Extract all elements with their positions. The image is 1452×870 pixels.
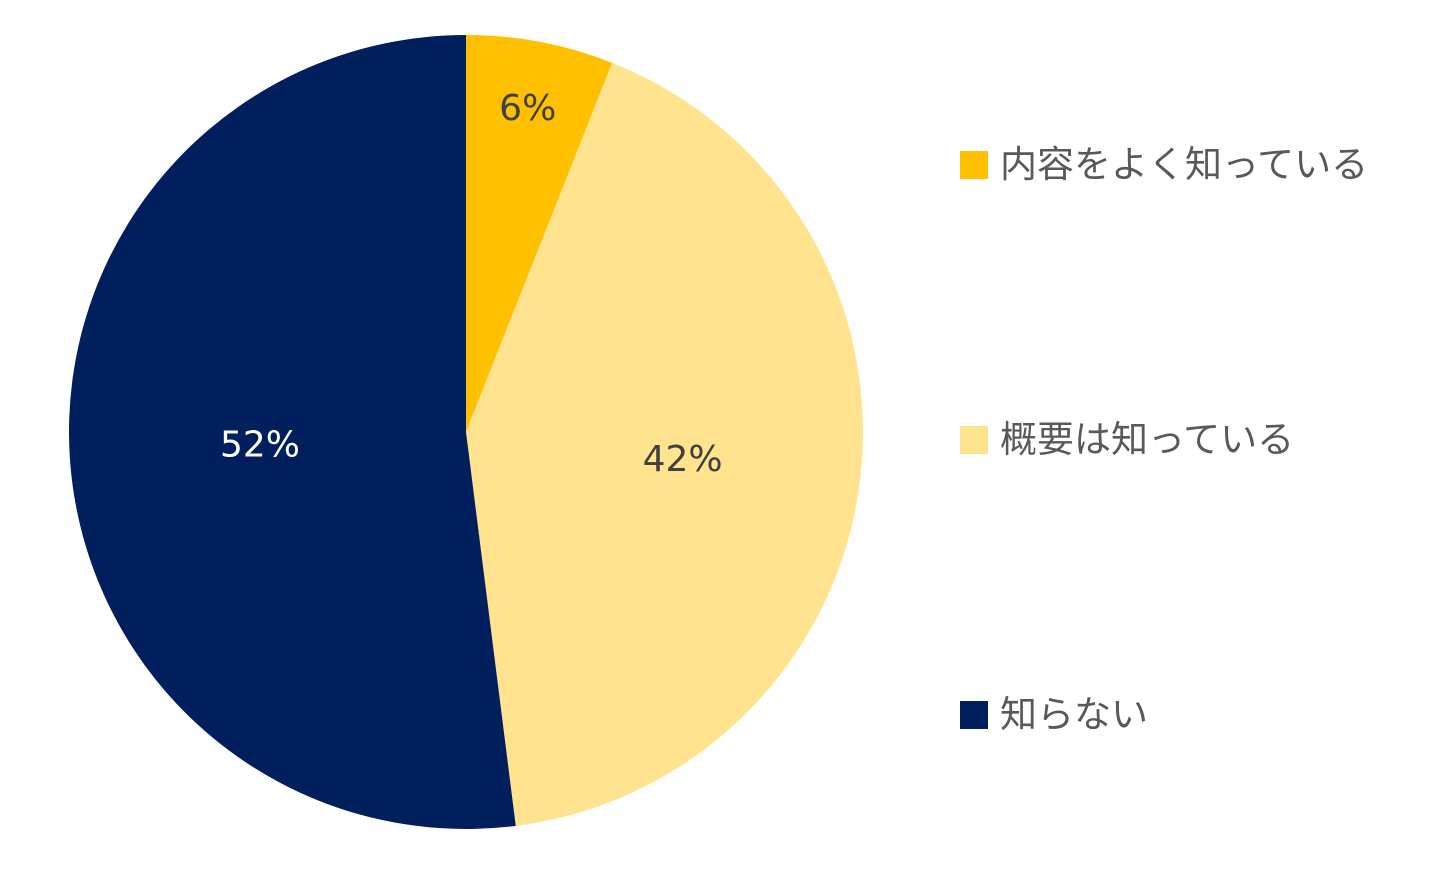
legend-item-well-known: 内容をよく知っている	[960, 140, 1368, 190]
legend-label-well-known: 内容をよく知っている	[1000, 143, 1369, 186]
legend-label-overview-known: 概要は知っている	[1000, 418, 1295, 461]
pie-slice-well-known	[466, 35, 613, 432]
legend-item-unknown: 知らない	[960, 690, 1148, 740]
data-label-unknown: 52%	[220, 424, 300, 465]
data-label-well-known: 6%	[499, 88, 556, 129]
legend-swatch-unknown	[960, 701, 988, 729]
pie-slices	[68, 35, 863, 830]
data-label-overview-known: 42%	[643, 439, 723, 480]
legend-label-unknown: 知らない	[1000, 693, 1148, 736]
legend-item-overview-known: 概要は知っている	[960, 415, 1294, 465]
pie-data-labels: 6% 42% 52%	[220, 88, 723, 480]
pie-slice-overview-known	[466, 62, 863, 826]
legend-swatch-well-known	[960, 151, 988, 179]
pie-slice-unknown	[68, 35, 516, 830]
legend-swatch-overview-known	[960, 426, 988, 454]
